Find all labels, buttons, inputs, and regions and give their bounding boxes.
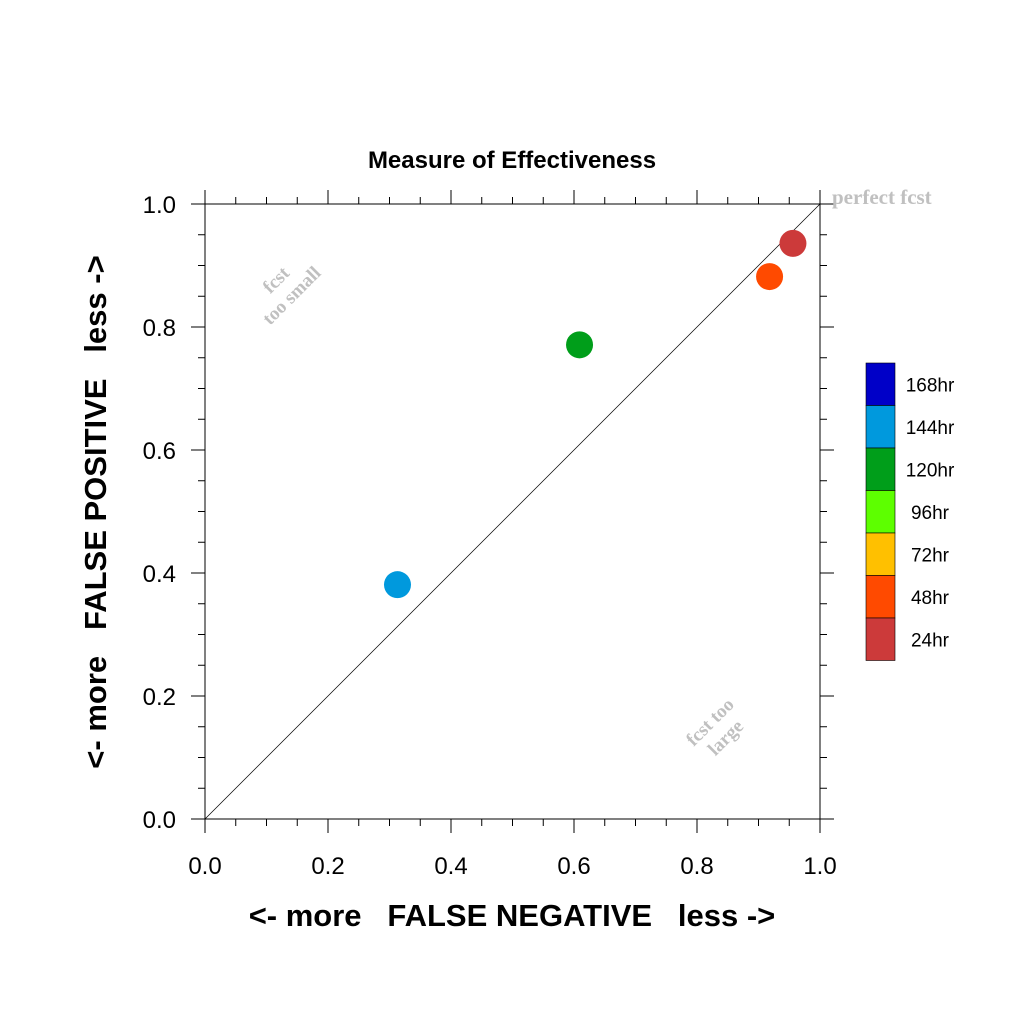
legend-label-48hr: 48hr xyxy=(911,588,950,609)
x-tick-label: 1.0 xyxy=(803,853,836,880)
y-tick-label: 0.4 xyxy=(143,561,176,588)
legend: 168hr 144hr 120hr 96hr 72hr 48hr 24hr xyxy=(865,362,955,661)
too-small-annotation: fcst too small xyxy=(259,262,326,329)
perfect-forecast-label: perfect fcst xyxy=(832,185,932,209)
y-tick-label: 0.0 xyxy=(143,807,176,834)
point-24hr xyxy=(779,229,807,257)
x-tick-label: 0.8 xyxy=(680,853,713,880)
legend-label-168hr: 168hr xyxy=(906,375,955,396)
x-axis-label: <- more FALSE NEGATIVE less -> xyxy=(249,898,776,933)
x-tick-label: 0.4 xyxy=(434,853,467,880)
legend-swatch-168hr xyxy=(865,362,896,406)
legend-label-24hr: 24hr xyxy=(911,630,950,651)
legend-swatch-48hr xyxy=(865,575,896,619)
point-48hr xyxy=(756,263,784,291)
plot-area: 0.0 0.2 0.4 0.6 0.8 1.0 0.0 0.2 0.4 0.6 0.8 1.0 xyxy=(143,190,837,880)
perfect-forecast-line xyxy=(204,203,821,820)
point-120hr xyxy=(566,331,594,359)
point-144hr xyxy=(383,571,411,599)
legend-swatch-24hr xyxy=(865,617,896,661)
chart-title: Measure of Effectiveness xyxy=(368,147,656,174)
y-axis-label: <- more FALSE POSITIVE less -> xyxy=(78,255,113,768)
y-tick-label: 1.0 xyxy=(143,192,176,219)
y-tick-label: 0.2 xyxy=(143,684,176,711)
legend-swatch-72hr xyxy=(865,532,896,576)
legend-swatch-144hr xyxy=(865,405,896,449)
legend-swatch-120hr xyxy=(865,447,896,491)
legend-label-72hr: 72hr xyxy=(911,545,950,566)
y-tick-label: 0.8 xyxy=(143,315,176,342)
x-tick-label: 0.2 xyxy=(311,853,344,880)
too-large-annotation: fcst too large xyxy=(682,694,748,760)
legend-label-96hr: 96hr xyxy=(911,503,950,524)
x-tick-label: 0.6 xyxy=(557,853,590,880)
y-tick-label: 0.6 xyxy=(143,438,176,465)
x-tick-label: 0.0 xyxy=(188,853,221,880)
legend-swatch-96hr xyxy=(865,490,896,534)
legend-label-120hr: 120hr xyxy=(906,460,955,481)
legend-label-144hr: 144hr xyxy=(906,418,955,439)
